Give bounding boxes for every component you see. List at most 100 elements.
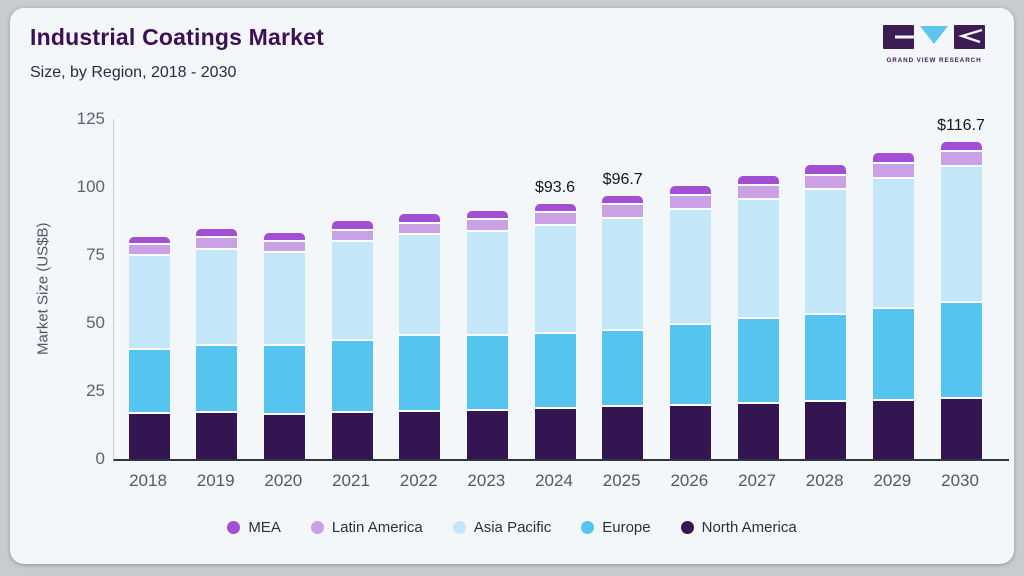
page-subtitle: Size, by Region, 2018 - 2030 xyxy=(30,64,237,81)
bar-segment-2028-latin-america[interactable] xyxy=(805,175,847,190)
bar-segment-2023-latin-america[interactable] xyxy=(466,220,508,233)
bar-segment-2025-north-america[interactable] xyxy=(602,407,644,459)
bar-segment-2025-europe[interactable] xyxy=(602,330,644,408)
bar-segment-2023-north-america[interactable] xyxy=(466,410,508,459)
legend-label-asia-pacific: Asia Pacific xyxy=(473,519,552,536)
bar-2018[interactable] xyxy=(128,236,170,459)
bar-segment-2030-latin-america[interactable] xyxy=(940,152,982,168)
bar-segment-2018-mea[interactable] xyxy=(128,236,170,245)
bar-segment-2030-europe[interactable] xyxy=(940,302,982,399)
x-tick-2021: 2021 xyxy=(332,471,370,490)
bar-segment-2028-asia-pacific[interactable] xyxy=(805,189,847,315)
bar-segment-2025-mea[interactable] xyxy=(602,195,644,206)
bar-segment-2023-asia-pacific[interactable] xyxy=(466,232,508,337)
bar-2026[interactable] xyxy=(669,185,711,459)
bar-segment-2023-europe[interactable] xyxy=(466,336,508,411)
bar-segment-2020-asia-pacific[interactable] xyxy=(263,253,305,347)
legend-label-europe: Europe xyxy=(602,519,651,536)
bar-segment-2027-north-america[interactable] xyxy=(737,403,779,459)
x-tick-2028: 2028 xyxy=(805,471,844,490)
x-tick-2022: 2022 xyxy=(399,471,438,490)
bar-segment-2027-europe[interactable] xyxy=(737,319,779,404)
bar-segment-2018-europe[interactable] xyxy=(128,350,170,415)
bar-segment-2022-asia-pacific[interactable] xyxy=(399,235,441,337)
legend-item-latin-america[interactable]: Latin America xyxy=(310,519,423,536)
legend-swatch-asia-pacific-icon xyxy=(452,521,466,534)
bar-segment-2029-latin-america[interactable] xyxy=(872,163,914,179)
bar-2020[interactable] xyxy=(263,233,305,459)
y-tick-100: 100 xyxy=(76,177,105,196)
bar-2021[interactable] xyxy=(331,221,373,459)
bar-segment-2021-north-america[interactable] xyxy=(331,413,373,459)
bar-2028[interactable] xyxy=(805,164,847,459)
bar-segment-2020-europe[interactable] xyxy=(263,346,305,415)
bar-2023[interactable] xyxy=(466,210,508,459)
bar-segment-2027-asia-pacific[interactable] xyxy=(737,199,779,320)
bar-segment-2021-mea[interactable] xyxy=(331,221,373,231)
bar-segment-2024-north-america[interactable] xyxy=(534,408,576,459)
bar-segment-2028-mea[interactable] xyxy=(805,164,847,176)
bar-2019[interactable] xyxy=(196,229,238,459)
bar-segment-2026-europe[interactable] xyxy=(669,324,711,406)
x-tick-2023: 2023 xyxy=(467,471,506,490)
bar-segment-2029-europe[interactable] xyxy=(872,309,914,401)
bar-segment-2028-europe[interactable] xyxy=(805,314,847,403)
logo-g-notch-icon xyxy=(895,35,914,39)
legend-item-europe[interactable]: Europe xyxy=(581,519,651,536)
bar-segment-2028-north-america[interactable] xyxy=(805,402,847,459)
bar-segment-2024-asia-pacific[interactable] xyxy=(534,226,576,334)
legend-item-asia-pacific[interactable]: Asia Pacific xyxy=(452,519,552,536)
bar-segment-2019-latin-america[interactable] xyxy=(196,237,238,250)
bar-segment-2021-asia-pacific[interactable] xyxy=(331,242,373,341)
bar-segment-2029-north-america[interactable] xyxy=(872,400,914,459)
bar-segment-2018-asia-pacific[interactable] xyxy=(128,256,170,351)
bar-2022[interactable] xyxy=(399,213,441,459)
bar-2030[interactable] xyxy=(940,141,982,459)
bar-segment-2023-mea[interactable] xyxy=(466,210,508,221)
bar-segment-2020-north-america[interactable] xyxy=(263,414,305,459)
bar-segment-2022-latin-america[interactable] xyxy=(399,223,441,236)
bar-segment-2025-latin-america[interactable] xyxy=(602,205,644,219)
bar-segment-2027-mea[interactable] xyxy=(737,175,779,186)
logo-r-slash-icon xyxy=(958,28,983,44)
bar-segment-2024-latin-america[interactable] xyxy=(534,213,576,227)
bar-segment-2026-mea[interactable] xyxy=(669,185,711,196)
bar-segment-2018-latin-america[interactable] xyxy=(128,244,170,257)
bar-segment-2030-mea[interactable] xyxy=(940,141,982,153)
bar-segment-2020-latin-america[interactable] xyxy=(263,241,305,254)
bar-segment-2026-north-america[interactable] xyxy=(669,405,711,459)
bar-segment-2027-latin-america[interactable] xyxy=(737,185,779,200)
bar-segment-2024-europe[interactable] xyxy=(534,333,576,409)
bar-segment-2025-asia-pacific[interactable] xyxy=(602,218,644,331)
bar-segment-2021-europe[interactable] xyxy=(331,340,373,413)
legend-label-north-america: North America xyxy=(701,519,797,536)
x-tick-2027: 2027 xyxy=(738,471,776,490)
bar-segment-2024-mea[interactable] xyxy=(534,204,576,214)
bar-segment-2018-north-america[interactable] xyxy=(128,414,170,459)
bar-2027[interactable] xyxy=(737,175,779,459)
bar-segment-2022-north-america[interactable] xyxy=(399,411,441,459)
y-tick-25: 25 xyxy=(86,381,105,400)
bar-segment-2030-asia-pacific[interactable] xyxy=(940,167,982,303)
x-axis-labels: 2018 2019 2020 2021 2022 2023 2024 2025 2026 2027… xyxy=(113,461,1008,491)
bar-segment-2026-asia-pacific[interactable] xyxy=(669,209,711,325)
bar-segment-2021-latin-america[interactable] xyxy=(331,230,373,243)
legend-item-mea[interactable]: MEA xyxy=(227,519,281,536)
bar-segment-2019-europe[interactable] xyxy=(196,346,238,414)
bar-segment-2022-mea[interactable] xyxy=(399,213,441,224)
bar-segment-2019-mea[interactable] xyxy=(196,229,238,238)
bar-segment-2026-latin-america[interactable] xyxy=(669,195,711,210)
y-tick-125: 125 xyxy=(76,109,105,128)
bar-2024[interactable] xyxy=(534,204,576,459)
bar-segment-2030-north-america[interactable] xyxy=(940,398,982,459)
bar-2029[interactable] xyxy=(872,153,914,459)
x-tick-2030: 2030 xyxy=(941,471,979,490)
bar-segment-2022-europe[interactable] xyxy=(399,336,441,412)
bar-segment-2019-asia-pacific[interactable] xyxy=(196,249,238,347)
bar-segment-2019-north-america[interactable] xyxy=(196,413,238,459)
bar-segment-2020-mea[interactable] xyxy=(263,233,305,242)
bar-segment-2029-asia-pacific[interactable] xyxy=(872,178,914,310)
bar-segment-2029-mea[interactable] xyxy=(872,153,914,164)
legend-item-north-america[interactable]: North America xyxy=(680,519,797,536)
bar-2025[interactable] xyxy=(602,195,644,459)
